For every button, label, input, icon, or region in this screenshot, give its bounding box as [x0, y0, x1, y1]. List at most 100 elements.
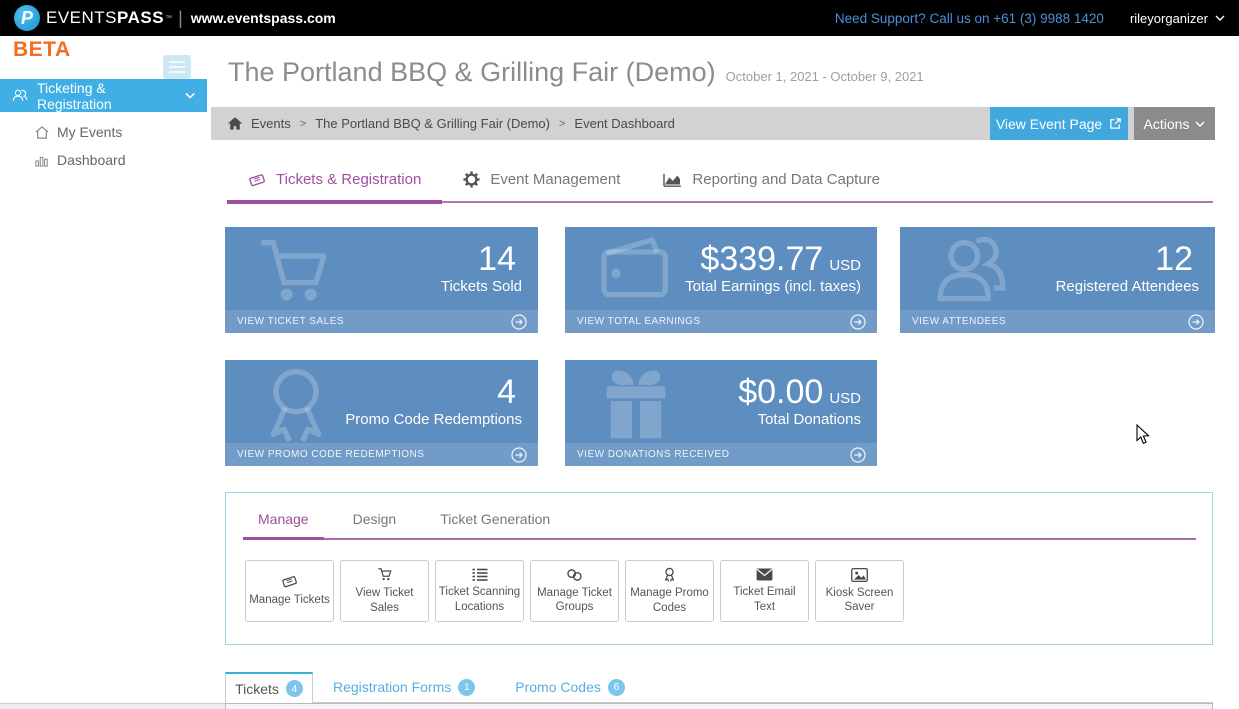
tickets-table-top-edge — [225, 703, 1213, 709]
cart-icon — [261, 240, 327, 301]
breadcrumb-current: Event Dashboard — [574, 116, 675, 131]
brand-trademark: ™ — [165, 14, 173, 22]
sidebar-item-label: My Events — [57, 124, 123, 140]
button-label: Manage Tickets — [249, 594, 330, 607]
tab-label: Tickets — [235, 680, 279, 697]
stat-footer-label: VIEW DONATIONS RECEIVED — [577, 449, 730, 460]
envelope-icon — [756, 568, 773, 582]
manage-ticket-groups-button[interactable]: Manage Ticket Groups — [530, 560, 619, 622]
breadcrumb-event-link[interactable]: The Portland BBQ & Grilling Fair (Demo) — [315, 116, 550, 131]
stat-card-registered-attendees[interactable]: 12 Registered Attendees VIEW ATTENDEES — [900, 227, 1215, 333]
tab-reporting-data-capture[interactable]: Reporting and Data Capture — [641, 160, 901, 204]
cart-icon — [377, 568, 391, 581]
view-donations-link[interactable]: VIEW DONATIONS RECEIVED — [565, 443, 877, 466]
manage-promo-codes-button[interactable]: Manage Promo Codes — [625, 560, 714, 622]
panel-tab-bar: Manage Design Ticket Generation — [243, 511, 1196, 540]
stat-value: $339.77 — [700, 240, 824, 279]
sidebar-menu: My Events Dashboard — [0, 118, 207, 174]
manage-tickets-button[interactable]: Manage Tickets — [245, 560, 334, 622]
tab-label: Event Management — [490, 171, 621, 188]
sidebar-item-label: Dashboard — [57, 152, 126, 168]
ticket-icon — [249, 173, 265, 186]
sidebar-section-ticketing-registration[interactable]: Ticketing & Registration — [0, 79, 207, 112]
sidebar-section-label: Ticketing & Registration — [37, 79, 112, 112]
view-total-earnings-link[interactable]: VIEW TOTAL EARNINGS — [565, 310, 877, 333]
bar-chart-icon — [35, 156, 48, 167]
button-label: Manage Promo Codes — [630, 587, 709, 614]
kiosk-screen-saver-button[interactable]: Kiosk Screen Saver — [815, 560, 904, 622]
chevron-down-icon — [1195, 121, 1205, 127]
view-ticket-sales-link[interactable]: VIEW TICKET SALES — [225, 310, 538, 333]
bottom-tab-bar: Tickets 4 Registration Forms 1 Promo Cod… — [225, 672, 1213, 703]
image-icon — [851, 567, 868, 582]
actions-button[interactable]: Actions — [1134, 107, 1215, 140]
tickets-count-badge: 4 — [285, 680, 303, 697]
stat-card-tickets-sold[interactable]: 14 Tickets Sold VIEW TICKET SALES — [225, 227, 538, 333]
page-title: The Portland BBQ & Grilling Fair (Demo) — [228, 57, 716, 87]
view-event-page-label: View Event Page — [995, 115, 1103, 132]
stat-footer-label: VIEW TICKET SALES — [237, 316, 345, 327]
panel-tab-manage[interactable]: Manage — [243, 511, 324, 540]
page-bottom-edge — [0, 703, 225, 709]
stat-card-total-donations[interactable]: $0.00 USD Total Donations VIEW DONATIONS … — [565, 360, 877, 466]
panel-tab-ticket-generation[interactable]: Ticket Generation — [440, 511, 551, 527]
sidebar-collapse-button[interactable] — [163, 55, 191, 79]
registration-forms-count-badge: 1 — [458, 678, 476, 696]
tab-label: Tickets & Registration — [276, 171, 422, 188]
brand-url-link[interactable]: www.eventspass.com — [190, 10, 336, 26]
breadcrumb-events-link[interactable]: Events — [251, 116, 291, 131]
support-phone-link[interactable]: Need Support? Call us on +61 (3) 9988 14… — [834, 10, 1104, 26]
view-promo-redemptions-link[interactable]: VIEW PROMO CODE REDEMPTIONS — [225, 443, 538, 466]
mouse-cursor — [1136, 424, 1150, 445]
view-attendees-link[interactable]: VIEW ATTENDEES — [900, 310, 1215, 333]
stat-footer-label: VIEW PROMO CODE REDEMPTIONS — [237, 449, 425, 460]
hamburger-icon — [169, 61, 185, 63]
stat-value: 4 — [497, 373, 516, 412]
stat-currency: USD — [829, 257, 861, 275]
sidebar-item-my-events[interactable]: My Events — [0, 118, 207, 146]
beta-badge: BETA — [13, 38, 71, 61]
home-icon — [228, 117, 242, 130]
arrow-circle-icon — [511, 446, 527, 463]
tab-tickets-registration[interactable]: Tickets & Registration — [227, 160, 443, 204]
sidebar-item-dashboard[interactable]: Dashboard — [0, 146, 207, 174]
ticket-icon — [282, 576, 297, 588]
arrow-circle-icon — [850, 446, 866, 463]
stat-label: Total Donations — [757, 410, 861, 428]
gear-icon — [463, 171, 480, 188]
arrow-circle-icon — [511, 313, 527, 330]
attendees-icon — [937, 236, 1006, 302]
stat-label: Promo Code Redemptions — [345, 410, 522, 428]
stat-card-promo-redemptions[interactable]: 4 Promo Code Redemptions VIEW PROMO CODE… — [225, 360, 538, 466]
stat-footer-label: VIEW TOTAL EARNINGS — [577, 316, 701, 327]
actions-label: Actions — [1143, 115, 1190, 132]
gift-icon — [606, 370, 666, 439]
user-menu[interactable]: rileyorganizer — [1130, 11, 1225, 26]
top-navigation-bar: P EVENTS PASS ™ | www.eventspass.com Need … — [0, 0, 1239, 36]
arrow-circle-icon — [1188, 313, 1204, 330]
chevron-down-icon — [1215, 15, 1225, 21]
main-tab-bar: Tickets & Registration Event Management … — [227, 160, 1213, 204]
stat-currency: USD — [829, 390, 861, 408]
button-label: Manage Ticket Groups — [537, 586, 612, 613]
view-event-page-button[interactable]: View Event Page — [990, 107, 1128, 140]
stat-label: Tickets Sold — [440, 277, 522, 295]
promo-codes-count-badge: 6 — [607, 678, 625, 696]
brand-divider: | — [178, 7, 183, 28]
tab-label: Reporting and Data Capture — [692, 171, 881, 188]
tickets-manage-panel: Manage Design Ticket Generation Manage T… — [225, 492, 1213, 645]
breadcrumb-separator: > — [299, 117, 307, 130]
stat-card-total-earnings[interactable]: $339.77 USD Total Earnings (incl. taxes) … — [565, 227, 877, 333]
tab-label: Registration Forms — [333, 679, 452, 695]
ticket-scanning-locations-button[interactable]: Ticket Scanning Locations — [435, 560, 524, 622]
tab-event-management[interactable]: Event Management — [442, 160, 641, 204]
view-ticket-sales-button[interactable]: View Ticket Sales — [340, 560, 429, 622]
tab-registration-forms[interactable]: Registration Forms 1 — [313, 672, 495, 702]
tab-tickets[interactable]: Tickets 4 — [225, 672, 313, 703]
panel-tab-design[interactable]: Design — [352, 511, 397, 527]
ticket-email-text-button[interactable]: Ticket Email Text — [720, 560, 809, 622]
tab-promo-codes[interactable]: Promo Codes 6 — [495, 672, 645, 702]
stat-value: 12 — [1155, 240, 1193, 279]
button-label: Ticket Scanning Locations — [438, 586, 521, 613]
tab-label: Promo Codes — [515, 679, 601, 695]
